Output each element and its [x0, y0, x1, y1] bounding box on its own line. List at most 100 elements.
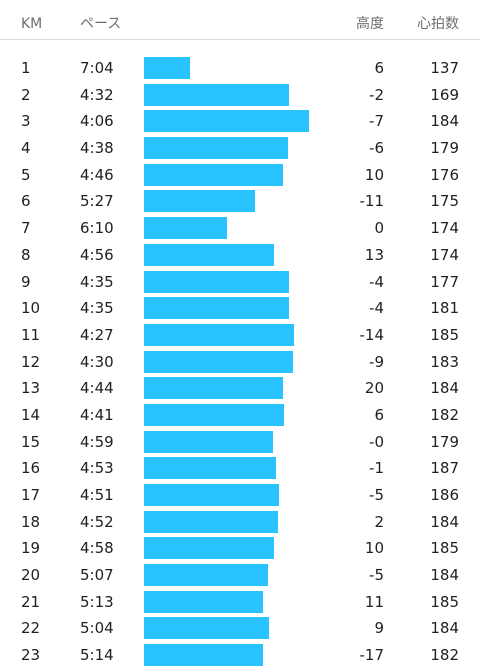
split-row: 13 4:44 20 184	[0, 375, 480, 402]
pace-bar	[144, 350, 293, 373]
split-km: 3	[21, 112, 31, 131]
pace-bar	[144, 430, 273, 453]
split-elevation: -17	[359, 646, 385, 665]
pace-bar	[144, 510, 278, 533]
split-km: 18	[21, 512, 41, 531]
pace-bar	[144, 217, 227, 240]
pace-bar	[144, 590, 263, 613]
pace-bar	[144, 617, 269, 640]
split-pace: 5:04	[80, 619, 114, 638]
split-elevation: -0	[369, 432, 384, 451]
pace-bar	[144, 323, 294, 346]
split-heart-rate: 179	[430, 139, 459, 158]
split-pace: 4:38	[80, 139, 114, 158]
split-row: 8 4:56 13 174	[0, 242, 480, 269]
split-pace: 5:27	[80, 192, 114, 211]
split-pace: 4:35	[80, 299, 114, 318]
pace-bar	[144, 110, 309, 133]
split-heart-rate: 187	[430, 459, 459, 478]
split-row: 12 4:30 -9 183	[0, 349, 480, 376]
split-km: 1	[21, 59, 31, 77]
split-elevation: -1	[369, 459, 384, 478]
pace-bar	[144, 190, 255, 213]
split-km: 22	[21, 619, 41, 638]
split-elevation: -4	[369, 272, 384, 291]
split-row: 9 4:35 -4 177	[0, 269, 480, 296]
pace-bar	[144, 403, 284, 426]
split-heart-rate: 179	[430, 432, 459, 451]
split-heart-rate: 184	[430, 566, 459, 585]
splits-header: KM ペース 高度 心拍数	[0, 0, 480, 40]
split-heart-rate: 137	[430, 59, 459, 77]
split-km: 15	[21, 432, 41, 451]
pace-bar	[144, 137, 288, 160]
split-row: 14 4:41 6 182	[0, 402, 480, 429]
split-row: 4 4:38 -6 179	[0, 135, 480, 162]
split-pace: 4:35	[80, 272, 114, 291]
split-row: 17 4:51 -5 186	[0, 482, 480, 509]
pace-bar	[144, 83, 289, 106]
split-km: 7	[21, 219, 31, 238]
split-row: 19 4:58 10 185	[0, 535, 480, 562]
split-heart-rate: 169	[430, 85, 459, 104]
split-km: 19	[21, 539, 41, 558]
split-km: 5	[21, 165, 31, 184]
split-row: 5 4:46 10 176	[0, 162, 480, 189]
split-km: 21	[21, 592, 41, 611]
split-row: 22 5:04 9 184	[0, 615, 480, 642]
split-heart-rate: 177	[430, 272, 459, 291]
split-heart-rate: 175	[430, 192, 459, 211]
split-row: 18 4:52 2 184	[0, 509, 480, 536]
split-pace: 5:14	[80, 646, 114, 665]
split-heart-rate: 176	[430, 165, 459, 184]
pace-bar	[144, 377, 283, 400]
pace-bar	[144, 457, 276, 480]
split-km: 8	[21, 245, 31, 264]
split-pace: 4:59	[80, 432, 114, 451]
split-km: 20	[21, 566, 41, 585]
split-elevation: -5	[369, 566, 384, 585]
split-km: 10	[21, 299, 41, 318]
split-pace: 6:10	[80, 219, 114, 238]
pace-bar	[144, 537, 274, 560]
split-row: 15 4:59 -0 179	[0, 429, 480, 456]
split-pace: 5:07	[80, 566, 114, 585]
split-elevation: 2	[374, 512, 384, 531]
split-km: 11	[21, 325, 41, 344]
split-km: 14	[21, 405, 41, 424]
split-pace: 4:44	[80, 379, 114, 398]
split-heart-rate: 186	[430, 486, 459, 504]
split-row: 21 5:13 11 185	[0, 589, 480, 616]
split-heart-rate: 184	[430, 512, 459, 531]
split-elevation: 13	[364, 245, 384, 264]
split-elevation: 0	[374, 219, 384, 238]
split-row: 23 5:14 -17 182	[0, 642, 480, 669]
split-heart-rate: 184	[430, 379, 459, 398]
split-elevation: -9	[369, 352, 384, 371]
pace-bar	[144, 297, 289, 320]
split-elevation: 6	[374, 59, 384, 77]
split-elevation: 20	[364, 379, 384, 398]
split-row: 20 5:07 -5 184	[0, 562, 480, 589]
header-km: KM	[21, 16, 43, 32]
split-pace: 4:51	[80, 486, 114, 504]
pace-bar	[144, 243, 274, 266]
header-heart-rate: 心拍数	[417, 16, 459, 32]
header-pace: ペース	[80, 16, 122, 32]
split-pace: 4:53	[80, 459, 114, 478]
pace-bar	[144, 484, 279, 506]
split-row: 10 4:35 -4 181	[0, 295, 480, 322]
split-pace: 4:30	[80, 352, 114, 371]
split-pace: 4:52	[80, 512, 114, 531]
split-elevation: 6	[374, 405, 384, 424]
split-km: 13	[21, 379, 41, 398]
split-elevation: 10	[364, 165, 384, 184]
split-row: 1 7:04 6 137	[0, 55, 480, 82]
split-pace: 4:46	[80, 165, 114, 184]
split-elevation: -11	[359, 192, 385, 211]
split-elevation: -2	[369, 85, 384, 104]
split-row: 3 4:06 -7 184	[0, 108, 480, 135]
split-km: 9	[21, 272, 31, 291]
split-km: 4	[21, 139, 31, 158]
split-heart-rate: 185	[430, 592, 459, 611]
